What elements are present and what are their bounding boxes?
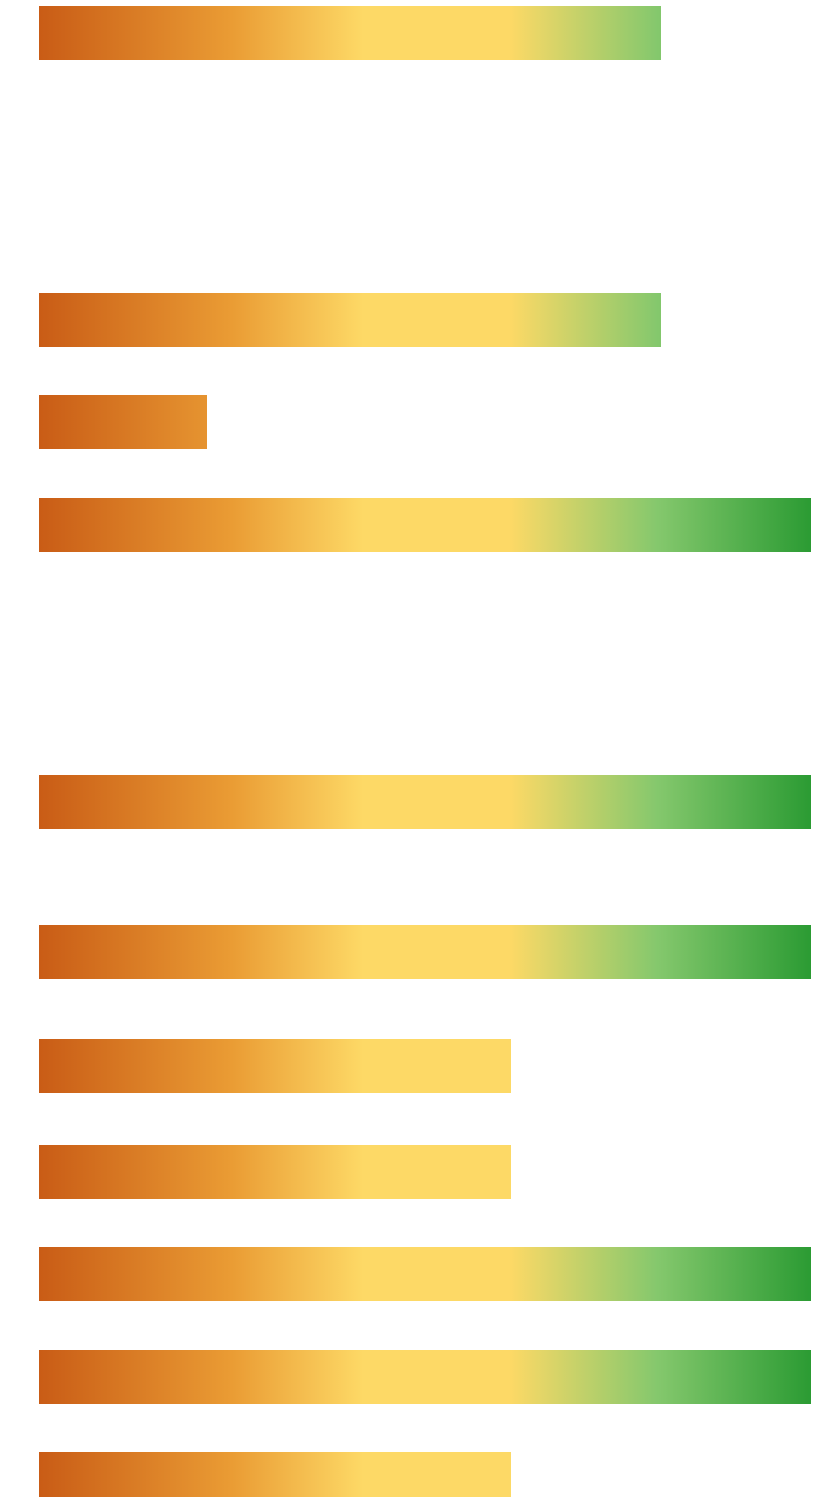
bar-track-3 xyxy=(39,395,811,449)
bar-8 xyxy=(39,1145,511,1199)
bar-7 xyxy=(39,1039,511,1093)
bar-track-2 xyxy=(39,293,811,347)
bar-track-1 xyxy=(39,6,811,60)
bar-5 xyxy=(39,775,811,829)
bar-gradient-1 xyxy=(39,6,662,60)
bar-gradient-5 xyxy=(39,775,811,829)
bar-gradient-7 xyxy=(39,1039,511,1093)
bar-track-4 xyxy=(39,498,811,552)
bar-10 xyxy=(39,1350,811,1404)
bar-1 xyxy=(39,6,662,60)
bar-track-10 xyxy=(39,1350,811,1404)
bar-gradient-9 xyxy=(39,1247,811,1301)
bar-track-9 xyxy=(39,1247,811,1301)
bar-track-8 xyxy=(39,1145,811,1199)
bar-9 xyxy=(39,1247,811,1301)
bar-track-5 xyxy=(39,775,811,829)
bar-track-6 xyxy=(39,925,811,979)
bar-track-7 xyxy=(39,1039,811,1093)
bar-gradient-3 xyxy=(39,395,208,449)
bar-gradient-8 xyxy=(39,1145,511,1199)
bar-4 xyxy=(39,498,811,552)
bar-gradient-4 xyxy=(39,498,811,552)
bar-gradient-11 xyxy=(39,1452,511,1497)
bar-2 xyxy=(39,293,662,347)
bar-11 xyxy=(39,1452,511,1497)
bar-gradient-6 xyxy=(39,925,811,979)
bar-gradient-10 xyxy=(39,1350,811,1404)
bar-track-11 xyxy=(39,1452,811,1497)
bar-3 xyxy=(39,395,208,449)
bar-6 xyxy=(39,925,811,979)
bar-gradient-2 xyxy=(39,293,662,347)
